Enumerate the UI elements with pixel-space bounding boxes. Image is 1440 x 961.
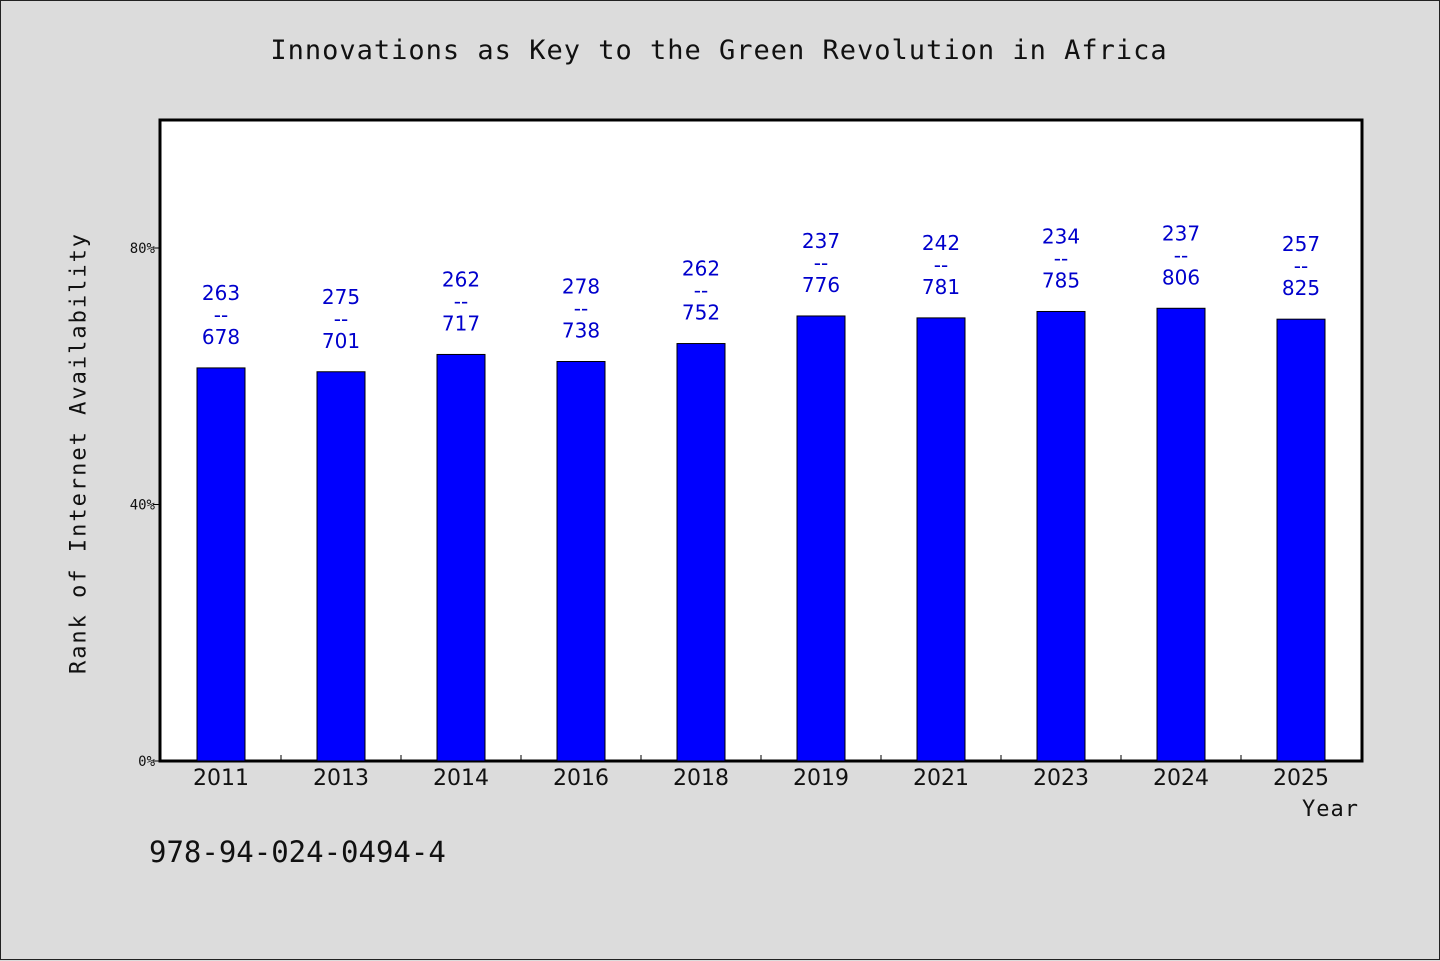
axis-layer: 0% 40% 80%: [130, 241, 1242, 770]
data-label: --: [1294, 254, 1308, 278]
bar: [916, 317, 966, 762]
bar: [436, 353, 486, 762]
bars-layer: [196, 307, 1326, 762]
data-label: --: [214, 303, 228, 327]
y-axis-title: Rank of Internet Availability: [66, 231, 92, 675]
data-label: 242: [922, 231, 960, 255]
x-tick-label: 2019: [793, 766, 849, 791]
bar: [196, 367, 246, 762]
x-tick-label: 2016: [553, 766, 609, 791]
data-label: --: [334, 307, 348, 331]
data-label: 717: [442, 311, 480, 335]
data-label: --: [454, 289, 468, 313]
x-tick-label: 2011: [193, 766, 249, 791]
data-label: 776: [802, 273, 840, 297]
bar: [1156, 307, 1206, 762]
x-tick-label: 2013: [313, 766, 369, 791]
x-axis-title: Year: [1302, 797, 1359, 822]
x-tick-label: 2014: [433, 766, 489, 791]
y-tick-label: 0%: [138, 754, 155, 770]
x-tick-label: 2018: [673, 766, 729, 791]
data-label: 237: [802, 229, 840, 253]
chart-title: Innovations as Key to the Green Revoluti…: [270, 35, 1168, 66]
data-label: 738: [562, 319, 600, 343]
x-tick-label: 2025: [1273, 766, 1329, 791]
data-label: 262: [442, 267, 480, 291]
bar: [1276, 318, 1326, 762]
bar: [316, 371, 366, 762]
data-label: --: [694, 279, 708, 303]
data-label: 781: [922, 275, 960, 299]
data-label: 234: [1042, 224, 1080, 248]
data-label: --: [814, 251, 828, 275]
bar: [796, 315, 846, 762]
data-label: 262: [682, 257, 720, 281]
data-label: 263: [202, 281, 240, 305]
isbn-text: 978-94-024-0494-4: [149, 835, 446, 869]
data-label: 275: [322, 285, 360, 309]
x-tick-label: 2021: [913, 766, 969, 791]
data-label: 785: [1042, 268, 1080, 292]
data-label: 278: [562, 275, 600, 299]
labels-layer: 2011263--6782013275--7012014262--7172016…: [193, 221, 1329, 791]
data-label: --: [574, 297, 588, 321]
x-tick-label: 2023: [1033, 766, 1089, 791]
data-label: 701: [322, 329, 360, 353]
data-label: --: [1174, 243, 1188, 267]
data-label: 678: [202, 325, 240, 349]
data-label: 752: [682, 301, 720, 325]
y-tick-label: 80%: [130, 241, 156, 257]
bar: [1036, 310, 1086, 762]
data-label: --: [934, 253, 948, 277]
data-label: 825: [1282, 276, 1320, 300]
data-label: 806: [1162, 265, 1200, 289]
bar: [676, 343, 726, 762]
y-tick-label: 40%: [130, 498, 156, 514]
data-label: 237: [1162, 221, 1200, 245]
x-tick-label: 2024: [1153, 766, 1209, 791]
data-label: --: [1054, 246, 1068, 270]
bar: [556, 361, 606, 762]
data-label: 257: [1282, 232, 1320, 256]
